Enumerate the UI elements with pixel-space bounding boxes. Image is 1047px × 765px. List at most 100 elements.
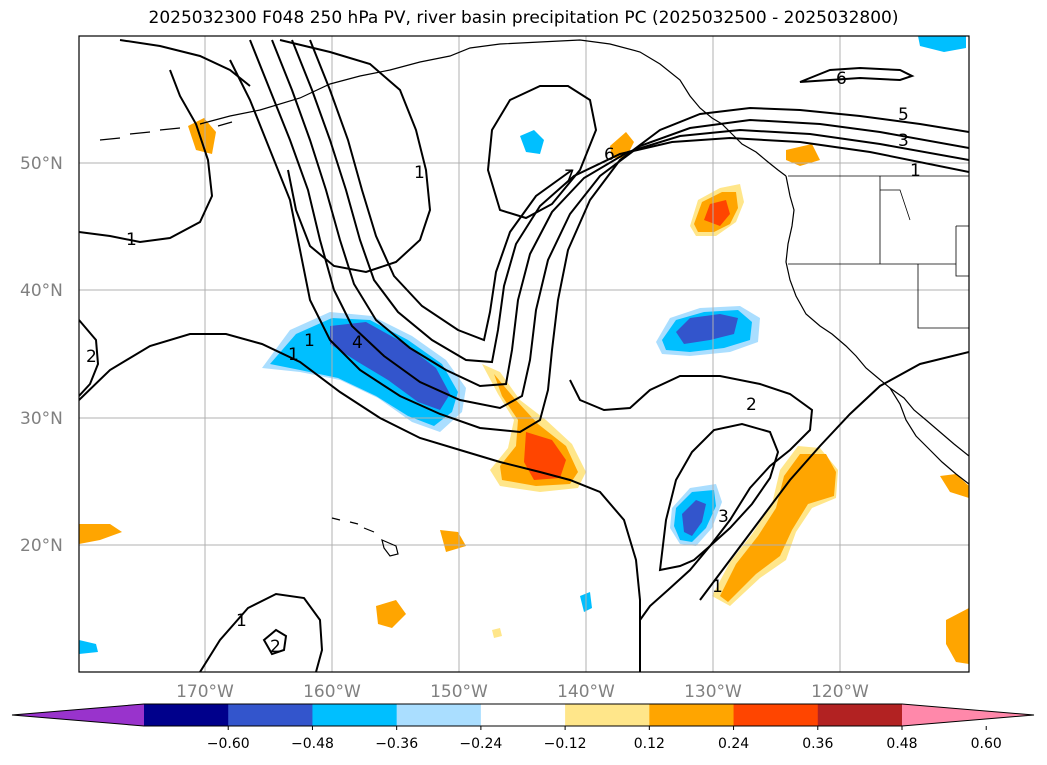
pv-contour-7-ridge: [486, 85, 598, 220]
latitude-label: 20°N: [20, 536, 63, 556]
colorbar-tick-label: −0.36: [375, 736, 418, 752]
colorbar-tick-label: 0.48: [886, 736, 917, 752]
negative-anomaly-small-2: [918, 36, 966, 52]
pv-label: 2: [746, 395, 757, 415]
pv-label: 5: [898, 105, 909, 125]
pv-contour-1-south: [199, 592, 324, 672]
latitude-label: 50°N: [20, 154, 63, 174]
pv-label: 2: [86, 347, 97, 367]
pv-contour-4-trough: [271, 39, 969, 388]
colorbar-tick-label: 0.24: [718, 736, 749, 752]
colorbar-tick-label: −0.12: [544, 736, 587, 752]
pv-label: 3: [718, 507, 729, 527]
longitude-axis: 170°W 160°W 150°W 140°W 130°W 120°W: [176, 682, 869, 702]
positive-anomaly-north-core: [704, 200, 730, 226]
pv-label: 4: [352, 333, 363, 353]
colorbar-outline: [11, 703, 1035, 727]
colorbar-tick-label: −0.24: [459, 736, 502, 752]
pv-label: 1: [414, 163, 425, 183]
pv-label: 3: [898, 131, 909, 151]
map-area: 1 2 1 1 2 4 1 1 7 6 5 3 1 6 2 3 1: [79, 36, 969, 672]
latitude-label: 40°N: [20, 281, 63, 301]
positive-anomaly-central-core: [524, 432, 566, 480]
pv-label: 1: [126, 230, 137, 250]
colorbar-segment: [396, 704, 482, 726]
negative-anomaly-east-core: [676, 314, 738, 344]
map-frame: [78, 35, 970, 673]
pv-label: 1: [236, 611, 247, 631]
colorbar-segment: [733, 704, 819, 726]
longitude-label: 140°W: [557, 682, 615, 702]
colorbar-tick-label: −0.60: [207, 736, 250, 752]
pv-contour-2-west: [79, 319, 100, 397]
positive-anomaly-small-9: [492, 628, 502, 638]
colorbar-segment: [565, 704, 650, 726]
north-america-coast: [785, 175, 969, 457]
colorbar-tick-label: 0.12: [634, 736, 665, 752]
hawaii-islands: [331, 517, 399, 557]
pv-contour-2-south: [262, 628, 288, 656]
aleutian-islands: [99, 121, 233, 141]
coastlines: [99, 39, 969, 557]
colorbar: −0.60 −0.48 −0.36 −0.24 −0.12 0.12 0.24 0.36 0.4…: [11, 703, 1035, 752]
pv-label: 2: [270, 637, 281, 657]
pv-label: 1: [712, 577, 723, 597]
latitude-axis: 50°N 40°N 30°N 20°N: [20, 154, 63, 556]
pv-contour-1-ridge: [279, 39, 432, 274]
positive-anomaly-small-7: [946, 608, 969, 664]
colorbar-tick-label: −0.48: [291, 736, 334, 752]
pv-contour-3-east: [658, 422, 780, 572]
pv-contour-6-alaska: [799, 66, 915, 83]
negative-anomaly-south-core: [682, 500, 706, 536]
pv-label: 6: [836, 69, 847, 89]
positive-anomaly-southeast-mid: [720, 454, 836, 602]
colorbar-extend-high: [902, 704, 1034, 726]
longitude-label: 150°W: [430, 682, 488, 702]
pv-label: 7: [564, 167, 575, 187]
positive-anomaly-small-8: [940, 474, 969, 498]
colorbar-segment: [649, 704, 735, 726]
pv-contour-2-east: [569, 375, 814, 621]
colorbar-segment: [312, 704, 398, 726]
longitude-label: 170°W: [176, 682, 234, 702]
pv-label: 6: [604, 145, 615, 165]
pv-contours: [79, 39, 969, 672]
political-borders: [788, 175, 969, 329]
map-title: 2025032300 F048 250 hPa PV, river basin …: [148, 8, 899, 28]
colorbar-segment: [480, 704, 566, 726]
colorbar-segment: [817, 704, 903, 726]
precipitation-shading: [79, 36, 969, 664]
latitude-label: 30°N: [20, 409, 63, 429]
graticule: [79, 36, 969, 672]
pv-contour-6-trough: [309, 39, 573, 342]
pv-contour-7-trough: [119, 39, 251, 87]
colorbar-segment: [144, 704, 229, 726]
longitude-label: 120°W: [811, 682, 869, 702]
pv-contour-1-east: [699, 351, 969, 601]
pv-label: 1: [288, 345, 299, 365]
pv-contour-2-trough: [229, 59, 969, 434]
negative-anomaly-main-core: [330, 322, 450, 410]
colorbar-tick-label: 0.60: [971, 736, 1002, 752]
alaska-coast: [199, 39, 787, 177]
colorbar-tick-label: 0.36: [802, 736, 833, 752]
colorbar-segment: [228, 704, 313, 726]
negative-anomaly-small-1: [520, 130, 544, 154]
colorbar-extend-low: [12, 704, 144, 726]
positive-anomaly-small-3: [786, 144, 820, 166]
baja-coast: [889, 387, 969, 485]
longitude-label: 160°W: [303, 682, 361, 702]
positive-anomaly-small-6: [376, 600, 406, 628]
pv-contour-labels: 1 2 1 1 2 4 1 1 7 6 5 3 1 6 2 3 1: [86, 69, 921, 657]
pv-label: 1: [304, 331, 315, 351]
pv-label: 1: [910, 161, 921, 181]
pv-contour-5-trough: [291, 39, 969, 364]
pv-contour-3-trough: [249, 39, 969, 410]
negative-anomaly-small-4: [79, 640, 98, 654]
state-borders: [788, 176, 969, 329]
positive-anomaly-small-1: [188, 118, 216, 154]
pv-contour-1-west: [79, 69, 214, 244]
positive-anomaly-small-4: [79, 524, 122, 544]
pv-contour-1-trough: [79, 333, 641, 672]
